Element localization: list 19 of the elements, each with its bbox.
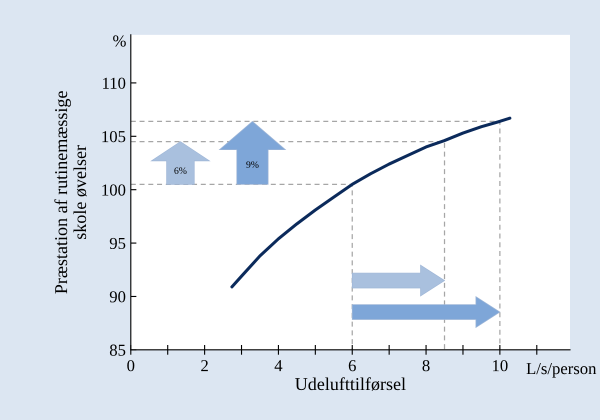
line-series (230, 116, 512, 288)
text: L/s/person (526, 363, 596, 378)
y-tick-label: 110 (103, 78, 126, 89)
text: % (113, 35, 126, 47)
x-tick-label: 0 (127, 360, 134, 372)
y-tick-label: 100 (102, 184, 126, 196)
x-tick-label: 2 (201, 360, 208, 372)
x-tick-label: 10 (493, 360, 508, 372)
annotation: 6% (174, 167, 187, 174)
y-tick-label: 90 (110, 291, 126, 302)
x-tick-label: 6 (348, 360, 356, 372)
x-tick-label: 8 (422, 360, 430, 372)
y-tick-label: 95 (110, 238, 126, 250)
y-tick-label: 105 (102, 131, 126, 142)
y-tick-label: 85 (110, 344, 126, 356)
x-tick-label: 4 (274, 360, 282, 372)
annotation: 9% (246, 161, 259, 168)
y-axis-title: Præstation af rutinemæssige skole øvelser (54, 91, 87, 294)
x-axis-title: Udelufttilførsel (295, 377, 406, 391)
